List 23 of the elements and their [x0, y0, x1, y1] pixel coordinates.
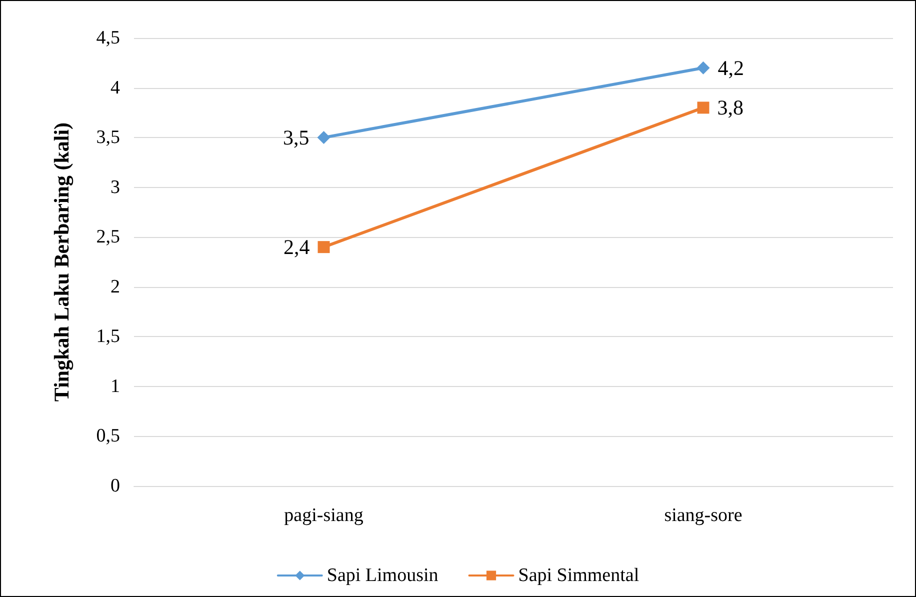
- data-label: 3,8: [717, 96, 744, 120]
- y-tick-label: 0: [110, 476, 120, 496]
- y-tick-label: 1: [110, 376, 120, 397]
- point: [318, 241, 330, 254]
- y-tick-label: 2,5: [96, 226, 120, 248]
- y-tick-label: 1,5: [96, 326, 120, 348]
- legend-label: Sapi Limousin: [326, 565, 439, 586]
- y-tick-label: 4: [110, 77, 120, 98]
- point: [697, 102, 710, 114]
- y-tick-label: 2: [110, 276, 120, 298]
- x-tick-label: siang-sore: [664, 505, 742, 526]
- legend-label: Sapi Simmental: [518, 565, 640, 586]
- y-tick-label: 0,5: [96, 426, 120, 447]
- x-tick-label: pagi-siang: [284, 505, 364, 526]
- y-tick-label: 3: [110, 176, 120, 198]
- y-tick-label: 3,5: [96, 127, 120, 148]
- data-label: 4,2: [718, 56, 744, 80]
- y-axis-title: Tingkah Laku Berbaring (kali): [50, 122, 74, 402]
- point: [696, 61, 710, 74]
- data-label: 3,5: [283, 126, 310, 150]
- point: [317, 131, 330, 144]
- y-tick-label: 4,5: [96, 28, 120, 48]
- data-label: 2,4: [284, 235, 310, 260]
